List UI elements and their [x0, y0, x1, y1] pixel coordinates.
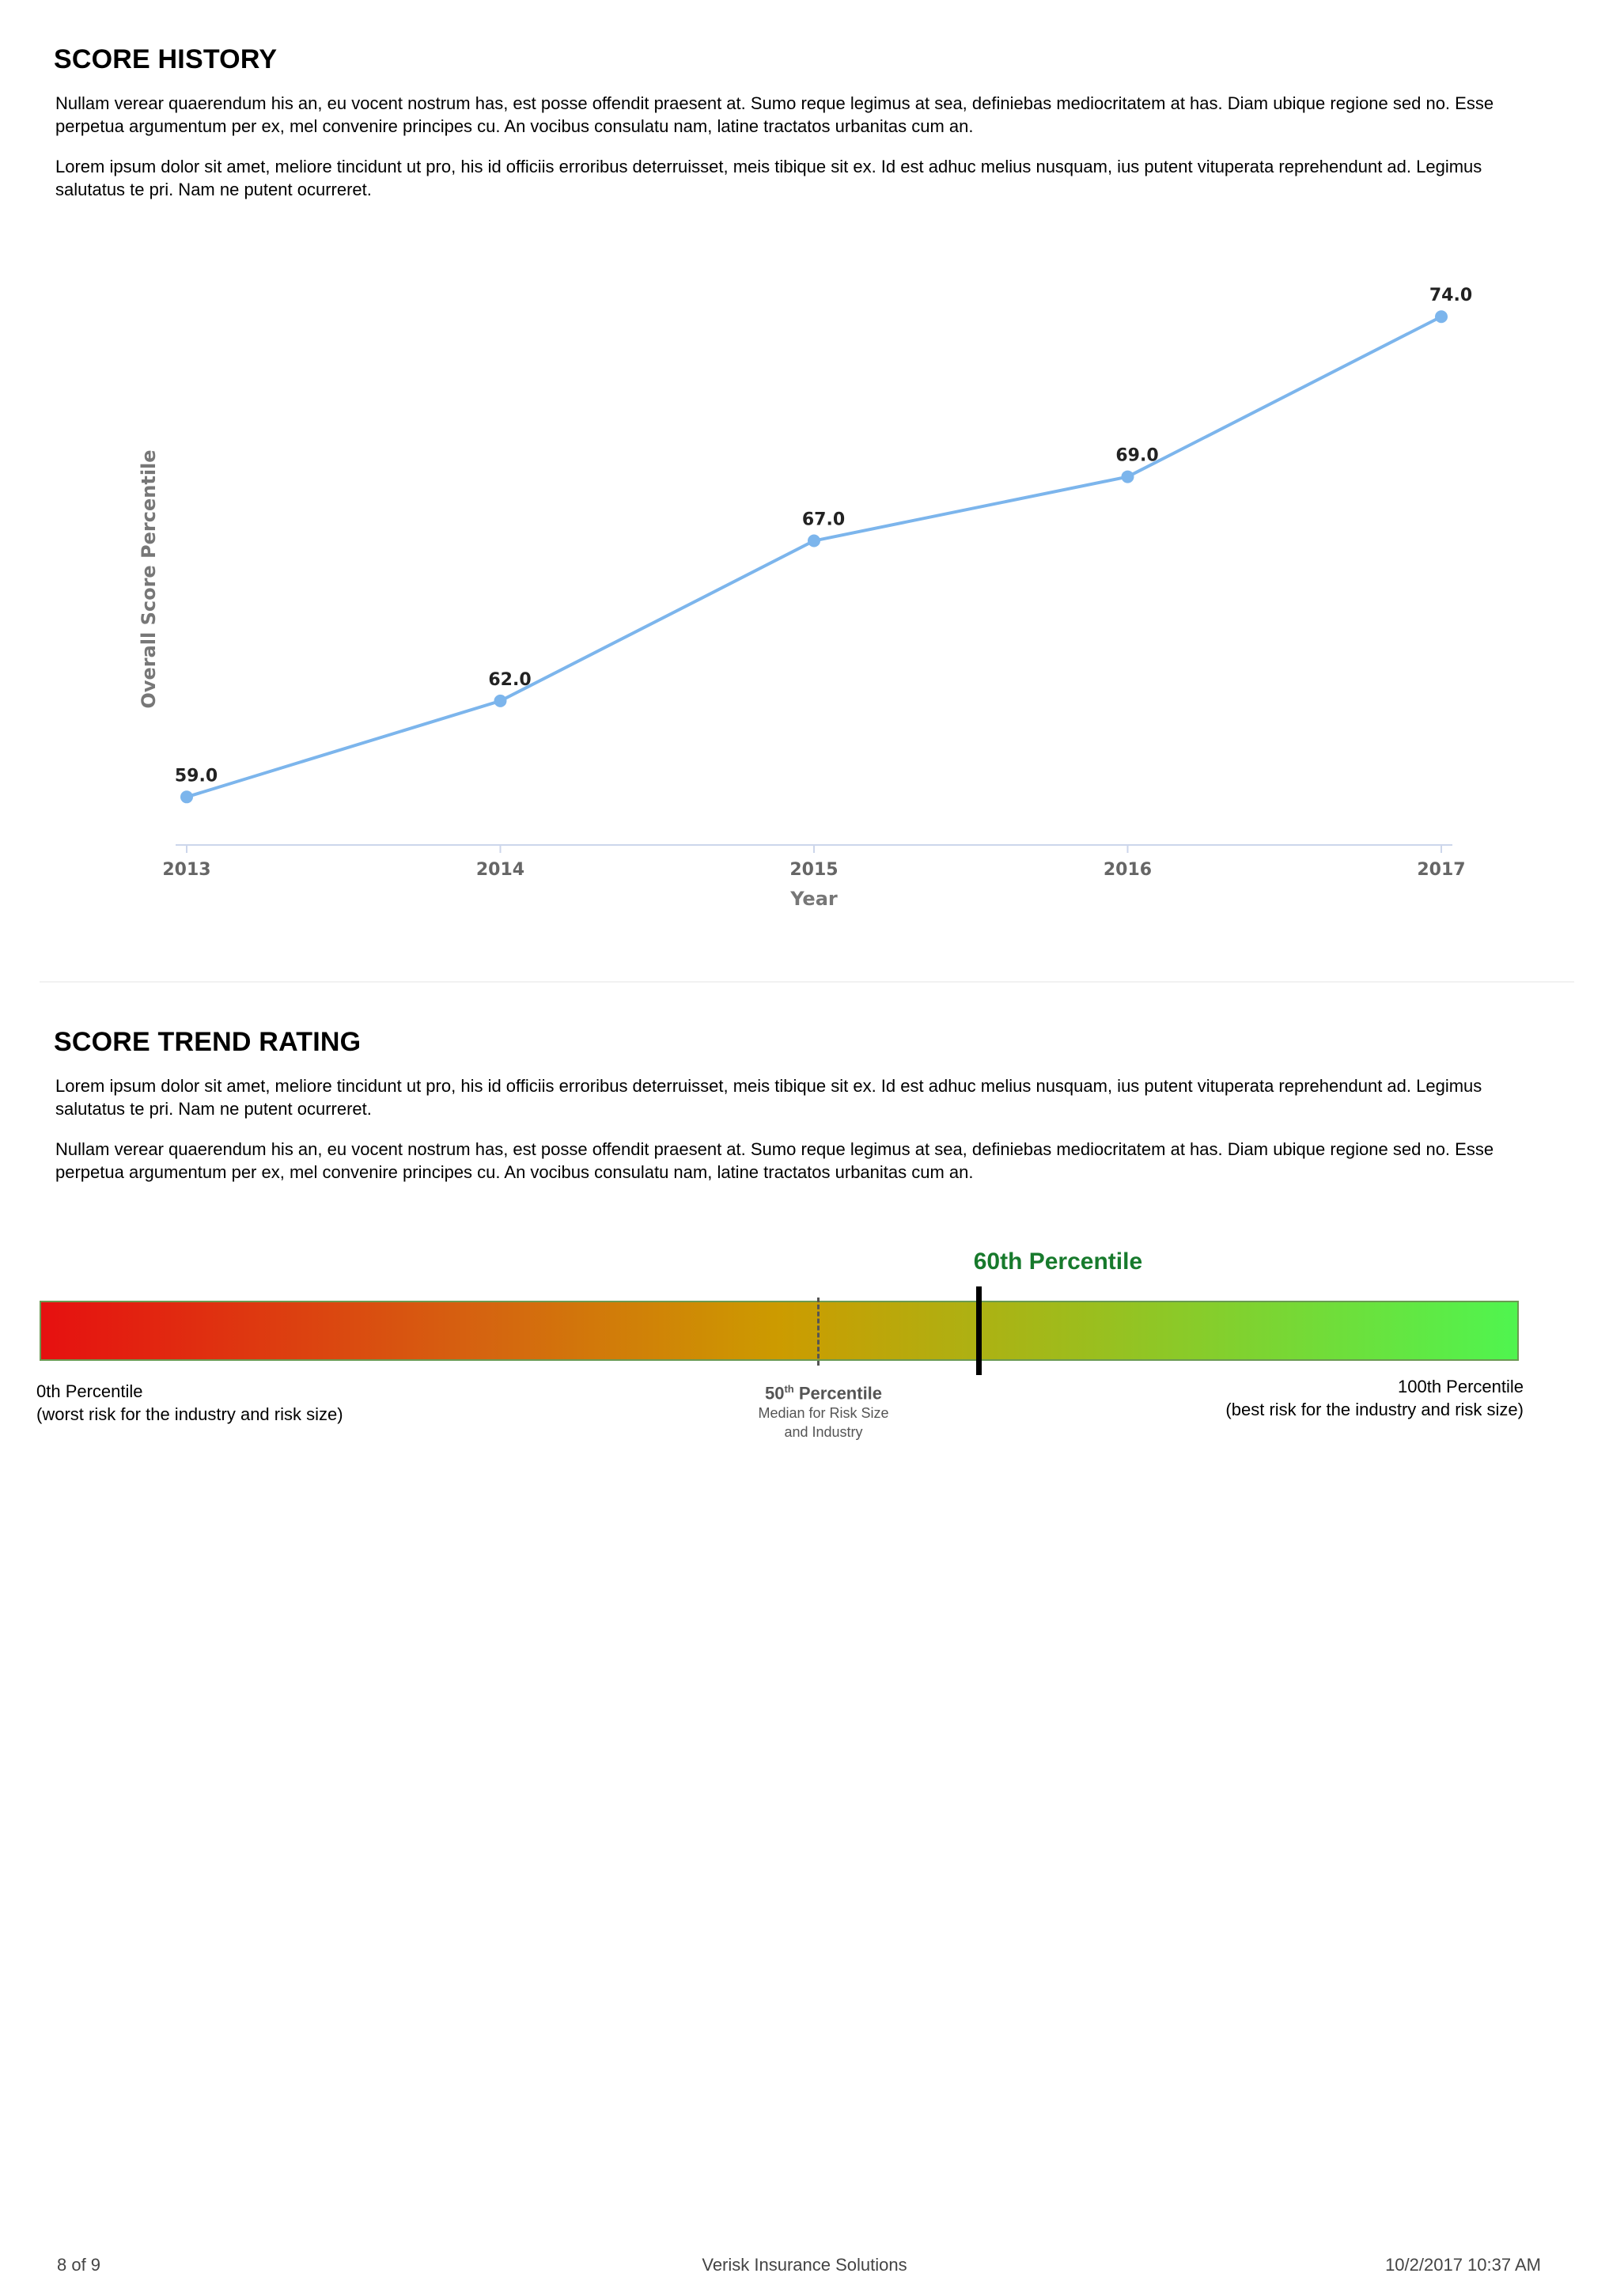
section-divider	[40, 981, 1574, 983]
gauge-mid-label: 50th Percentile Median for Risk Size and…	[729, 1383, 918, 1442]
x-tick-label: 2017	[1417, 860, 1465, 880]
data-point	[808, 534, 820, 547]
data-label: 62.0	[488, 670, 531, 690]
x-tick-label: 2014	[476, 860, 524, 880]
gauge-mid-title: 50th Percentile	[729, 1383, 918, 1404]
footer-timestamp: 10/2/2017 10:37 AM	[1385, 2255, 1541, 2275]
gauge-right-title: 100th Percentile	[1398, 1377, 1524, 1396]
gauge-median-line	[817, 1298, 820, 1366]
trend-paragraph-2: Nullam verear quaerendum his an, eu voce…	[55, 1139, 1494, 1182]
data-label: 67.0	[802, 510, 845, 530]
gauge-left-subtitle: (worst risk for the industry and risk si…	[36, 1404, 343, 1424]
percentile-gauge-bar	[40, 1301, 1519, 1361]
footer-page-number: 8 of 9	[57, 2255, 101, 2275]
data-point	[494, 694, 507, 707]
gauge-mid-number: 50	[764, 1383, 785, 1404]
gauge-mid-subtitle-2: and Industry	[784, 1424, 863, 1441]
footer-company: Verisk Insurance Solutions	[702, 2255, 907, 2275]
x-tick-label: 2015	[789, 860, 838, 880]
score-history-chart: 2013 2014 2015 2016 2017 Year Overall Score Pe…	[138, 286, 1472, 910]
history-paragraph-1: Nullam verear quaerendum his an, eu voce…	[55, 93, 1494, 136]
x-tick-label: 2013	[162, 860, 210, 880]
score-trend-title: SCORE TREND RATING	[54, 1027, 362, 1057]
gauge-mid-subtitle-1: Median for Risk Size	[758, 1405, 889, 1422]
x-axis-title: Year	[789, 888, 838, 910]
gauge-right-label: 100th Percentile (best risk for the indu…	[1225, 1375, 1524, 1421]
gauge-mid-word: Percentile	[798, 1383, 883, 1404]
gauge-mid-suffix: th	[784, 1383, 794, 1395]
data-point	[180, 790, 193, 804]
gauge-left-title: 0th Percentile	[36, 1381, 143, 1401]
gauge-marker	[976, 1286, 982, 1375]
y-axis-title: Overall Score Percentile	[138, 449, 160, 708]
data-point	[1435, 310, 1448, 324]
data-label: 59.0	[175, 766, 218, 786]
x-tick-label: 2016	[1104, 860, 1152, 880]
gauge-marker-label: 60th Percentile	[973, 1248, 1143, 1275]
data-point	[1121, 470, 1134, 483]
history-paragraph-2: Lorem ipsum dolor sit amet, meliore tinc…	[55, 157, 1482, 199]
data-label: 69.0	[1115, 446, 1158, 466]
trend-paragraph-1: Lorem ipsum dolor sit amet, meliore tinc…	[55, 1076, 1482, 1119]
series-line	[186, 315, 1442, 799]
gauge-left-label: 0th Percentile (worst risk for the indus…	[36, 1380, 343, 1426]
score-history-title: SCORE HISTORY	[54, 44, 278, 74]
gauge-right-subtitle: (best risk for the industry and risk siz…	[1225, 1400, 1524, 1419]
data-label: 74.0	[1429, 286, 1472, 305]
